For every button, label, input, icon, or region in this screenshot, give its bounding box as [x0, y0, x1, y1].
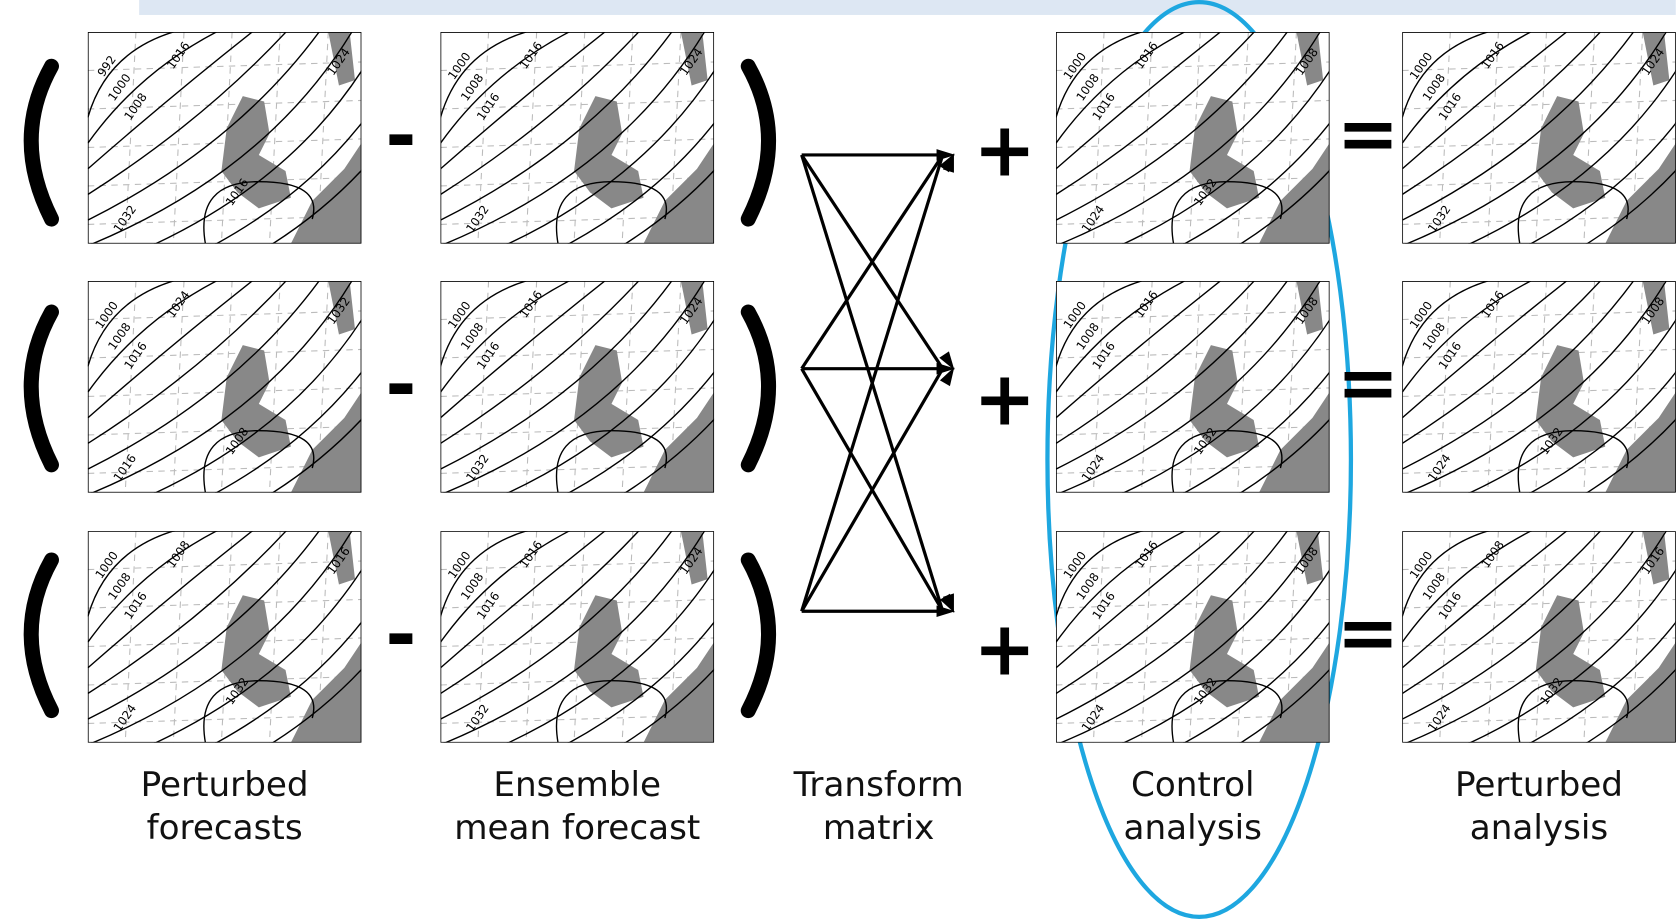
page: 9921000100810161024103210161000100810161…	[0, 0, 1676, 919]
minus-sign: -	[385, 592, 416, 679]
equals-sign: =	[1337, 589, 1400, 676]
column-label: Control	[1131, 765, 1255, 805]
equals-sign: =	[1337, 339, 1400, 426]
column-label: analysis	[1470, 808, 1608, 848]
column-label: Perturbed	[141, 765, 309, 805]
top-bar	[139, 0, 1676, 15]
transform-arrows	[802, 150, 954, 616]
column-label: mean forecast	[454, 808, 700, 848]
minus-sign: -	[385, 93, 416, 180]
weather-map: 1000100810161016100810241032	[1402, 276, 1676, 572]
diagram: 9921000100810161024103210161000100810161…	[0, 0, 1676, 919]
column-label: Perturbed	[1455, 765, 1623, 805]
plus-sign: +	[973, 355, 1036, 442]
column-label: matrix	[823, 808, 934, 848]
column-label: analysis	[1124, 808, 1262, 848]
equals-sign: =	[1337, 90, 1400, 177]
plus-sign: +	[973, 605, 1036, 692]
plus-sign: +	[973, 106, 1036, 193]
column-label: Ensemble	[493, 765, 661, 805]
column-label: forecasts	[147, 808, 303, 848]
column-label: Transform	[793, 765, 964, 805]
minus-sign: -	[385, 342, 416, 429]
